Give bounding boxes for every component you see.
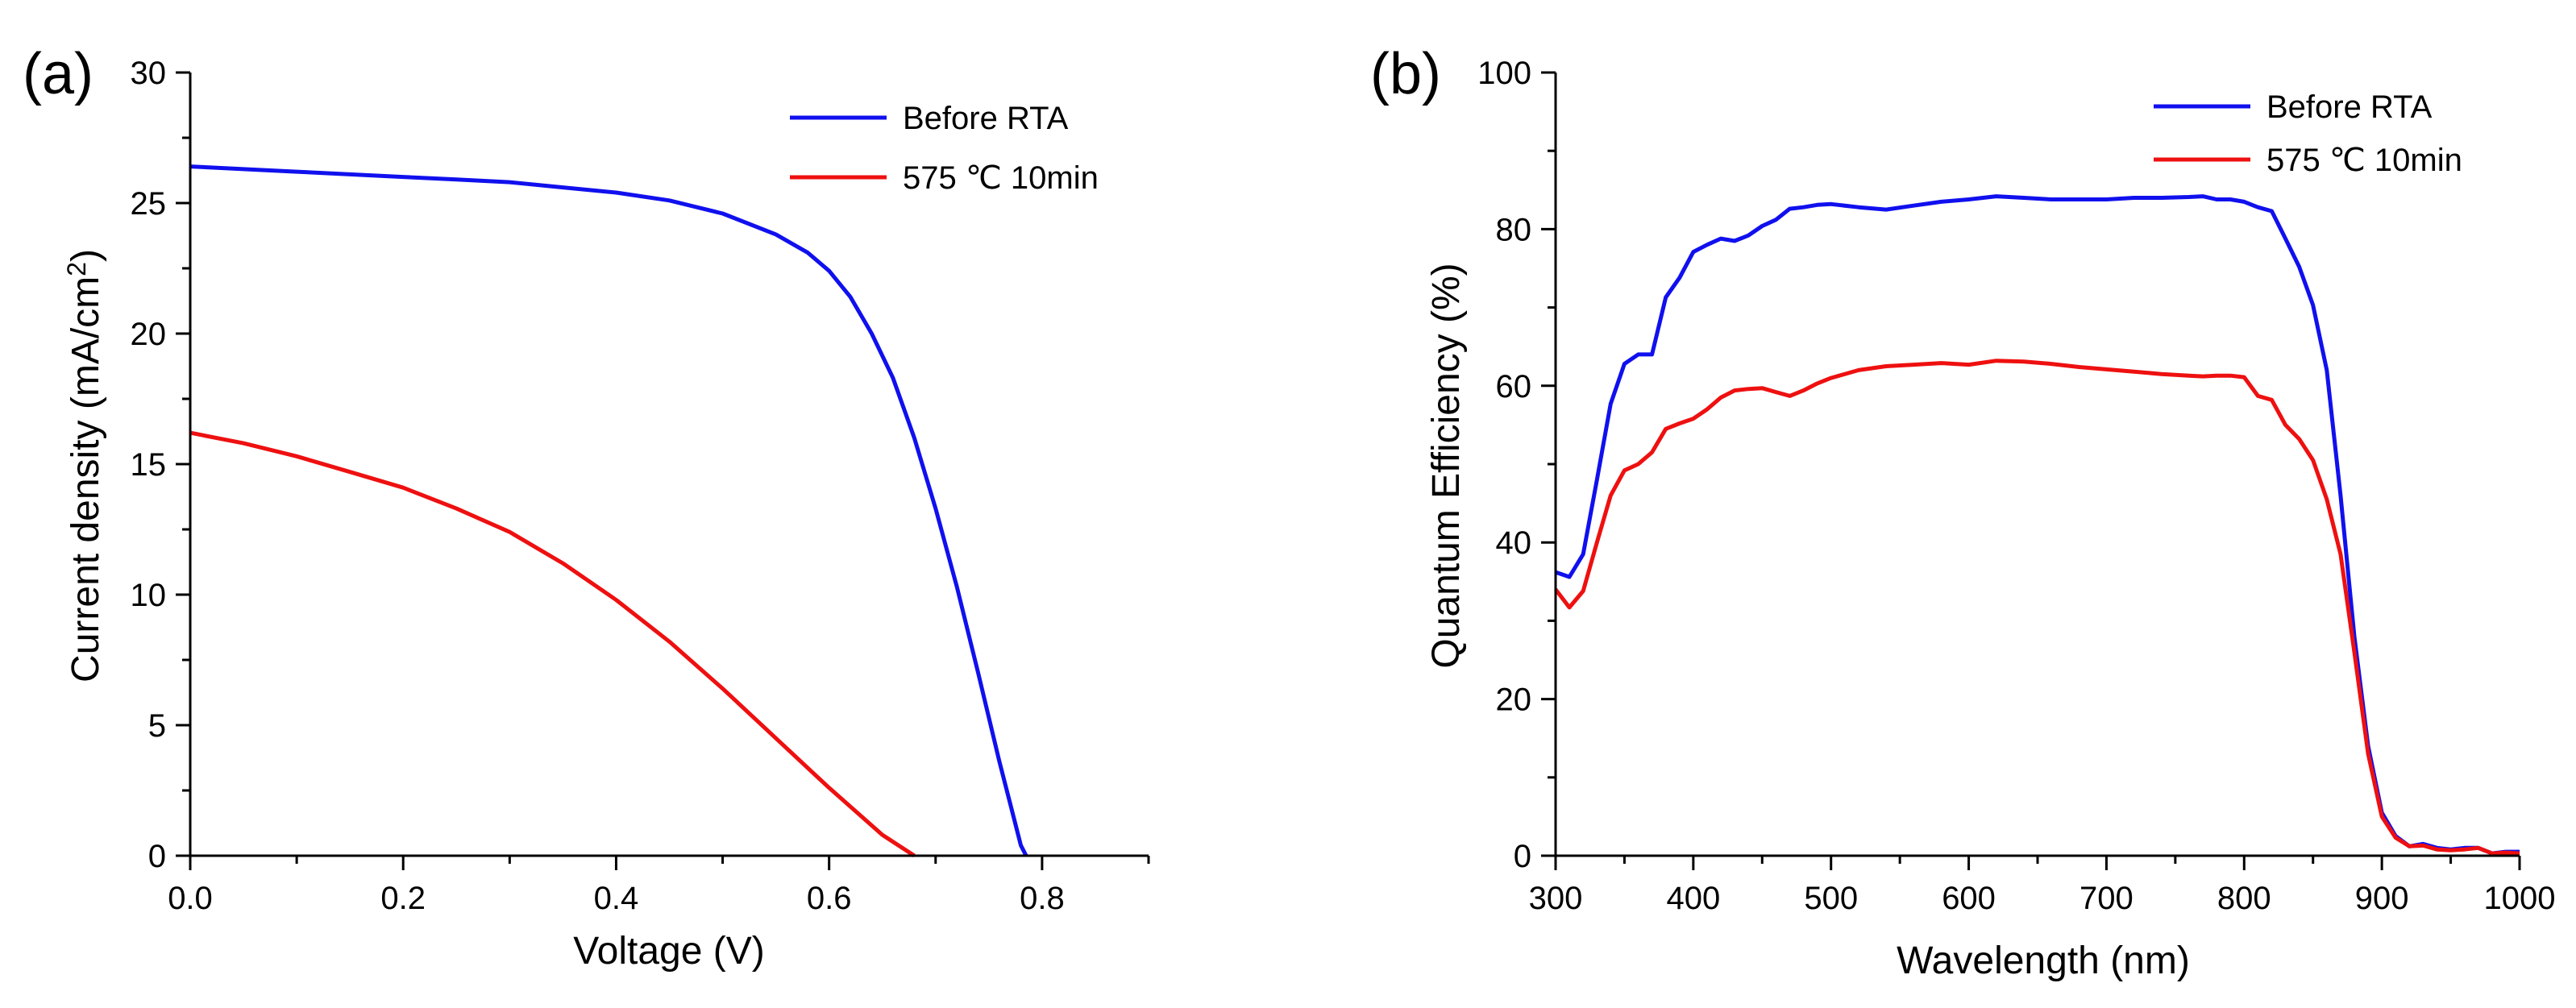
panel-b-y-tick-label: 20 <box>1496 682 1532 718</box>
panel-a-x-tick-label: 0.0 <box>168 881 213 916</box>
panel-b-y-tick-label: 80 <box>1496 212 1532 247</box>
panel-b-x-tick-label: 700 <box>2079 881 2134 916</box>
panel-b-x-tick-label: 800 <box>2217 881 2271 916</box>
panel-a-y-tick-label: 30 <box>131 56 167 91</box>
panel-b-y-tick-label: 40 <box>1496 525 1532 561</box>
panel-a-x-tick-label: 0.4 <box>594 881 639 916</box>
panel-a-series-line-0 <box>189 164 1028 857</box>
panel-b-x-tick-label: 600 <box>1942 881 1996 916</box>
panel-b-axes <box>1541 71 2521 870</box>
panel-b-x-tick-label: 500 <box>1804 881 1858 916</box>
panel-a-legend-label-1: 575 ℃ 10min <box>903 160 1099 196</box>
panel-a-y-tick-label: 15 <box>131 447 167 483</box>
panel-a-x-tick-label: 0.2 <box>380 881 426 916</box>
panel-a-y-tick-label: 20 <box>131 317 167 352</box>
panel-b-series-group <box>1554 194 2520 856</box>
panel-a-legend: Before RTA 575 ℃ 10min <box>790 101 1099 196</box>
panel-a-label: (a) <box>23 42 93 106</box>
panel-b-x-tick-label: 900 <box>2355 881 2409 916</box>
panel-a-y-axis-title: Current density (mA/cm2) <box>62 249 107 682</box>
panel-a-y-tick-label: 10 <box>131 578 167 613</box>
panel-b: (b) Before RTA 575 ℃ 10min Wavelength (n… <box>1370 42 2555 982</box>
panel-a-x-tick-label: 0.6 <box>807 881 852 916</box>
panel-a-series-group <box>189 164 1028 858</box>
panel-b-y-tick-label: 60 <box>1496 369 1532 404</box>
panel-a-axes <box>176 71 1150 870</box>
panel-b-y-tick-label: 100 <box>1477 56 1531 91</box>
panel-a-x-tick-label: 0.8 <box>1020 881 1065 916</box>
panel-b-legend-label-1: 575 ℃ 10min <box>2266 143 2462 178</box>
panel-a-y-tick-label: 25 <box>131 186 167 222</box>
panel-a-y-tick-label: 0 <box>148 839 166 874</box>
panel-b-label: (b) <box>1370 42 1441 106</box>
panel-b-legend-label-0: Before RTA <box>2266 89 2433 125</box>
panel-b-series-line-1 <box>1554 359 2520 856</box>
panel-a-x-axis-title: Voltage (V) <box>573 930 764 973</box>
panel-b-y-tick-label: 0 <box>1514 839 1531 874</box>
panel-b-x-tick-label: 400 <box>1666 881 1720 916</box>
panel-b-x-tick-label: 1000 <box>2484 881 2556 916</box>
panel-b-series-line-0 <box>1555 194 2520 856</box>
panel-b-legend: Before RTA 575 ℃ 10min <box>2154 89 2462 178</box>
panel-b-y-axis-title: Quantum Efficiency (%) <box>1425 263 1468 668</box>
panel-a-y-tick-label: 5 <box>148 708 166 744</box>
panel-a-series-line-1 <box>189 430 916 858</box>
panel-b-x-tick-label: 300 <box>1529 881 1583 916</box>
panel-b-x-axis-title: Wavelength (nm) <box>1897 940 2190 982</box>
panel-a-legend-label-0: Before RTA <box>903 101 1069 136</box>
panel-a: (a) Before RTA 575 ℃ 10min Voltage (V) C… <box>23 42 1150 973</box>
